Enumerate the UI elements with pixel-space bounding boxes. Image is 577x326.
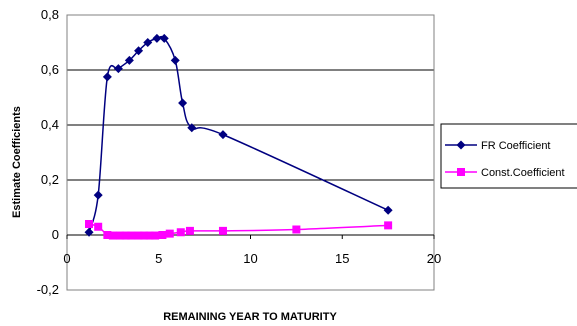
data-point-const — [103, 231, 112, 239]
legend: FR Coefficient Const.Coefficient — [440, 123, 577, 189]
data-point-fr — [159, 33, 169, 43]
series-line-fr — [88, 35, 389, 233]
data-point-const — [165, 229, 174, 238]
x-tick-label: 10 — [243, 251, 257, 266]
x-axis-ticks: 0 5 10 15 20 — [63, 235, 441, 266]
data-point-const — [176, 228, 185, 237]
y-tick-label: 0,6 — [41, 62, 59, 77]
data-point-fr — [178, 98, 188, 108]
data-point-const — [94, 222, 103, 231]
data-point-const — [85, 220, 94, 228]
legend-box — [440, 123, 577, 189]
data-point-fr — [152, 33, 162, 43]
y-tick-label: 0,8 — [41, 7, 59, 22]
legend-marker-fr — [456, 140, 466, 150]
data-point-const — [121, 231, 130, 240]
data-point-const — [140, 231, 149, 240]
x-tick-label: 15 — [335, 251, 349, 266]
x-tick-label: 5 — [155, 251, 162, 266]
data-point-const — [108, 231, 117, 240]
data-point-const — [292, 225, 301, 234]
gridlines — [67, 69, 434, 181]
data-point-fr — [170, 55, 180, 65]
data-point-fr — [143, 38, 153, 47]
data-point-fr — [187, 123, 197, 133]
data-point-const — [145, 231, 154, 240]
y-tick-label: 0,4 — [41, 117, 59, 132]
data-point-fr — [134, 46, 144, 56]
y-tick-label: 0,2 — [41, 172, 59, 187]
legend-marker-const — [457, 168, 465, 176]
data-point-fr — [93, 190, 103, 200]
data-point-const — [384, 221, 393, 230]
y-tick-label: -0,2 — [37, 282, 59, 297]
legend-label-const: Const.Coefficient — [481, 167, 565, 179]
data-point-const — [218, 226, 227, 235]
data-point-fr — [383, 205, 393, 215]
x-tick-label: 0 — [63, 251, 70, 266]
data-point-fr — [124, 55, 134, 65]
data-point-fr — [84, 227, 94, 237]
y-axis-ticks: 0,8 0,6 0,4 0,2 0 -0,2 — [37, 7, 59, 297]
y-axis-title: Estimate Coefficients — [11, 106, 23, 218]
data-point-fr — [102, 72, 112, 82]
data-point-const — [151, 231, 160, 240]
y-tick-label: 0 — [52, 227, 59, 242]
data-point-const — [158, 231, 167, 239]
series-layer — [84, 33, 393, 240]
data-point-const — [116, 231, 125, 240]
legend-label-fr: FR Coefficient — [481, 140, 551, 152]
data-point-fr — [218, 130, 228, 140]
data-point-const — [127, 231, 136, 240]
data-point-fr — [113, 64, 123, 74]
plot-area-frame — [66, 14, 435, 291]
x-axis-title: REMAINING YEAR TO MATURITY — [163, 311, 337, 321]
data-point-const — [185, 226, 194, 235]
x-tick-label: 20 — [427, 251, 441, 266]
data-point-const — [134, 231, 143, 240]
